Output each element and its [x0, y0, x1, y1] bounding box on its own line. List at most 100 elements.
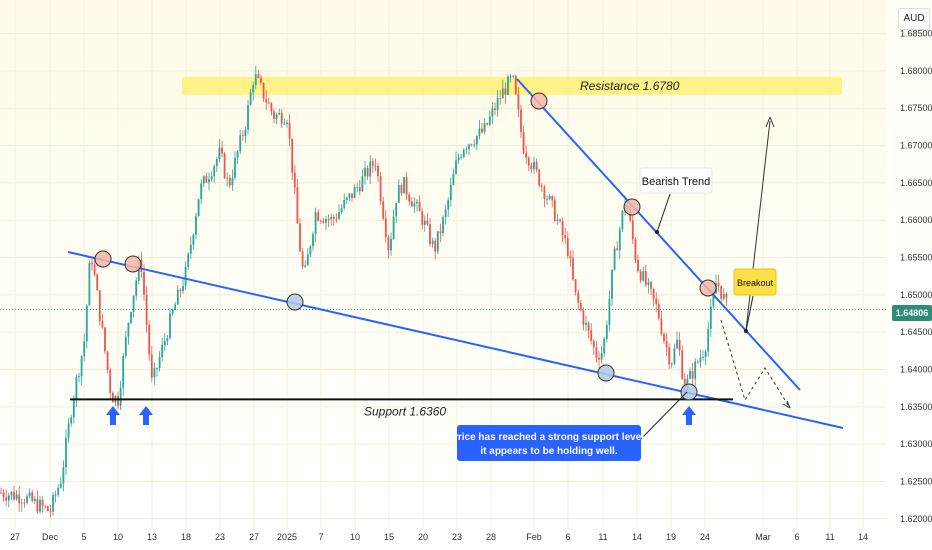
- candle: [288, 113, 291, 147]
- candle: [130, 311, 132, 325]
- candle: [553, 196, 556, 222]
- candle: [202, 175, 205, 188]
- projection-arrowhead-icon: [765, 116, 775, 128]
- candle: [429, 218, 431, 247]
- candle: [405, 172, 408, 201]
- price-axis[interactable]: 1.62000 1.62500 1.63000 1.63500 1.64000 1.645…: [887, 0, 932, 550]
- candle: [10, 491, 13, 500]
- candle: [416, 199, 418, 212]
- grid: [0, 0, 886, 530]
- candle: [228, 174, 231, 189]
- candle: [611, 269, 613, 307]
- candle: [642, 267, 645, 283]
- candle: [98, 290, 101, 326]
- candle: [356, 183, 359, 193]
- candle: [104, 326, 106, 354]
- candle: [166, 334, 169, 346]
- candle: [23, 498, 26, 508]
- candle: [439, 223, 442, 242]
- note-line-2: it appears to be holding well.: [480, 446, 617, 457]
- current-price-badge: 1.64806: [892, 305, 932, 321]
- candle: [540, 183, 543, 193]
- candle: [579, 300, 582, 312]
- candle: [374, 158, 377, 172]
- candle: [644, 264, 647, 288]
- support-arrows: [106, 406, 696, 425]
- support-note: Price has reached a strong support level…: [451, 391, 688, 461]
- candle: [577, 289, 580, 311]
- candle: [234, 151, 236, 181]
- currency-badge[interactable]: AUD: [898, 8, 930, 30]
- candle: [249, 88, 252, 106]
- candle: [582, 307, 585, 331]
- candle: [153, 362, 156, 385]
- candle: [618, 226, 621, 259]
- candle: [306, 248, 309, 266]
- candle: [457, 153, 460, 164]
- candle: [200, 179, 203, 205]
- candle: [535, 158, 538, 173]
- resistance-label: Resistance 1.6780: [580, 79, 680, 93]
- candle: [639, 269, 642, 284]
- candle: [400, 183, 403, 197]
- candle: [293, 164, 296, 195]
- resistance-zone: [182, 76, 842, 95]
- price-axis-bg: [887, 0, 932, 550]
- time-axis[interactable]: 27 Dec 5 10 13 18 23 27 2025 7 10 15 20 23 28 Feb 6 11 14 1…: [10, 532, 868, 542]
- candle: [384, 209, 387, 243]
- candle: [260, 74, 262, 86]
- candle: [223, 151, 226, 180]
- candle: [312, 231, 314, 251]
- candle: [603, 336, 606, 358]
- candle: [156, 367, 158, 377]
- touch-circle: [530, 92, 548, 110]
- candle: [673, 343, 676, 366]
- candle: [322, 218, 325, 224]
- bearish-trendline[interactable]: [516, 78, 801, 391]
- candle: [275, 112, 278, 125]
- candle: [327, 214, 330, 228]
- candle: [283, 118, 286, 125]
- candle: [538, 168, 541, 188]
- candle: [460, 153, 463, 160]
- candle: [254, 65, 257, 90]
- candle: [148, 320, 151, 361]
- price-tick-label: 1.63000: [900, 439, 932, 449]
- candle: [520, 104, 522, 139]
- time-tick-label: 10: [113, 532, 123, 542]
- candle: [449, 177, 452, 207]
- touch-circle: [623, 198, 641, 216]
- candle: [465, 146, 468, 155]
- up-arrow-icon: [682, 406, 696, 425]
- candle: [179, 288, 182, 298]
- candle: [2, 488, 5, 502]
- candle: [548, 194, 551, 201]
- candle: [54, 490, 57, 503]
- candle: [161, 337, 164, 362]
- up-arrow-icon: [106, 406, 120, 425]
- candle: [709, 298, 712, 337]
- candle: [236, 150, 239, 164]
- candle: [41, 496, 44, 513]
- candle: [556, 213, 559, 225]
- candle: [309, 245, 312, 258]
- time-tick-label: 7: [318, 532, 323, 542]
- candle: [382, 196, 385, 221]
- projection-paths: [720, 116, 791, 409]
- candle: [478, 120, 481, 140]
- time-tick-label: Dec: [42, 532, 59, 542]
- candle: [291, 138, 294, 181]
- candle: [241, 130, 244, 142]
- candle: [418, 195, 421, 212]
- candle: [119, 380, 122, 410]
- candle: [634, 237, 637, 264]
- candle: [182, 279, 184, 294]
- candle: [0, 487, 2, 494]
- candle: [517, 86, 520, 117]
- time-tick-label: 20: [418, 532, 428, 542]
- time-tick-label: 19: [666, 532, 676, 542]
- time-tick-label: 5: [81, 532, 86, 542]
- candle: [299, 218, 301, 253]
